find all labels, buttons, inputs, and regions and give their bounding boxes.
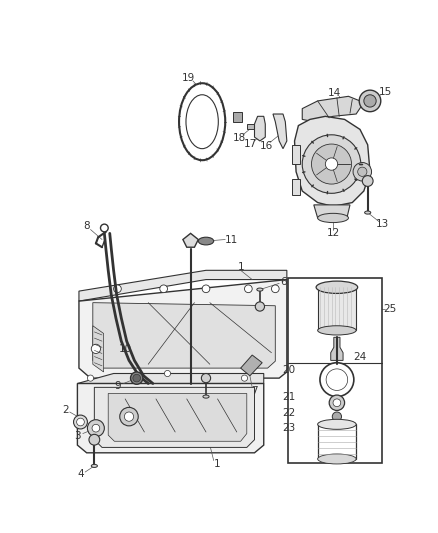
Ellipse shape [179, 83, 225, 160]
Ellipse shape [91, 464, 97, 467]
Text: 11: 11 [225, 235, 238, 245]
Polygon shape [254, 116, 265, 141]
Circle shape [272, 285, 279, 293]
Polygon shape [79, 280, 287, 378]
Circle shape [92, 424, 100, 432]
Polygon shape [94, 387, 254, 447]
Circle shape [241, 375, 247, 381]
Polygon shape [294, 116, 370, 206]
Polygon shape [93, 326, 103, 372]
Text: 14: 14 [328, 88, 341, 98]
Circle shape [332, 412, 342, 421]
Bar [288, 278, 382, 463]
Text: 25: 25 [383, 304, 397, 314]
Bar [318, 424, 356, 459]
Circle shape [320, 363, 354, 397]
Polygon shape [314, 205, 350, 218]
Polygon shape [331, 337, 343, 360]
Text: 8: 8 [83, 221, 90, 231]
Circle shape [88, 419, 104, 437]
Circle shape [326, 369, 348, 391]
Text: 1: 1 [214, 459, 221, 470]
Circle shape [133, 374, 141, 382]
Text: 13: 13 [376, 219, 389, 229]
Circle shape [333, 399, 341, 407]
Circle shape [74, 415, 88, 429]
Circle shape [359, 90, 381, 112]
Circle shape [113, 285, 121, 293]
Circle shape [89, 434, 100, 445]
Text: 5: 5 [194, 413, 200, 423]
Polygon shape [108, 393, 247, 441]
Bar [318, 287, 356, 329]
Text: 7: 7 [251, 386, 258, 396]
Circle shape [202, 285, 210, 293]
Text: 1: 1 [237, 262, 244, 272]
Text: 24: 24 [353, 352, 367, 361]
Ellipse shape [186, 95, 218, 149]
Ellipse shape [364, 211, 371, 214]
Text: 15: 15 [379, 87, 392, 98]
Text: 4: 4 [77, 470, 84, 479]
Bar [233, 112, 242, 122]
Text: 2: 2 [62, 405, 68, 415]
Circle shape [255, 302, 265, 311]
Text: 22: 22 [283, 408, 296, 418]
Circle shape [329, 395, 345, 410]
Circle shape [311, 144, 352, 184]
Polygon shape [273, 114, 287, 149]
Text: 10: 10 [119, 344, 132, 354]
Circle shape [364, 95, 376, 107]
Circle shape [164, 370, 170, 377]
Text: 3: 3 [74, 431, 81, 441]
Polygon shape [78, 384, 264, 453]
Polygon shape [302, 96, 364, 122]
Ellipse shape [203, 395, 209, 398]
Bar [292, 180, 300, 195]
Circle shape [362, 175, 373, 187]
Polygon shape [79, 270, 287, 301]
Polygon shape [183, 233, 198, 247]
Circle shape [120, 407, 138, 426]
Text: 18: 18 [233, 133, 246, 143]
Polygon shape [78, 374, 264, 384]
Circle shape [100, 224, 108, 232]
Text: 17: 17 [244, 139, 257, 149]
Text: 23: 23 [283, 423, 296, 433]
Ellipse shape [257, 288, 263, 291]
Circle shape [77, 418, 85, 426]
Text: 19: 19 [182, 73, 195, 83]
Text: 9: 9 [114, 381, 121, 391]
Ellipse shape [318, 326, 356, 335]
Ellipse shape [318, 419, 356, 429]
Polygon shape [240, 355, 262, 376]
Circle shape [124, 412, 134, 421]
Text: 6: 6 [280, 277, 287, 287]
Circle shape [91, 344, 100, 353]
Ellipse shape [318, 454, 356, 464]
Bar [292, 145, 300, 164]
Ellipse shape [316, 281, 358, 294]
Circle shape [302, 135, 361, 193]
Text: 20: 20 [283, 366, 296, 375]
Polygon shape [93, 303, 276, 368]
Circle shape [353, 163, 371, 181]
Text: 16: 16 [260, 141, 273, 151]
Text: 12: 12 [326, 228, 340, 238]
Circle shape [201, 374, 211, 383]
Circle shape [358, 167, 367, 176]
Circle shape [88, 375, 94, 381]
Ellipse shape [318, 213, 349, 223]
Bar [247, 124, 261, 130]
Ellipse shape [198, 237, 214, 245]
Circle shape [160, 285, 167, 293]
Text: 21: 21 [283, 392, 296, 402]
Circle shape [244, 285, 252, 293]
Circle shape [325, 158, 338, 170]
Circle shape [131, 372, 143, 384]
